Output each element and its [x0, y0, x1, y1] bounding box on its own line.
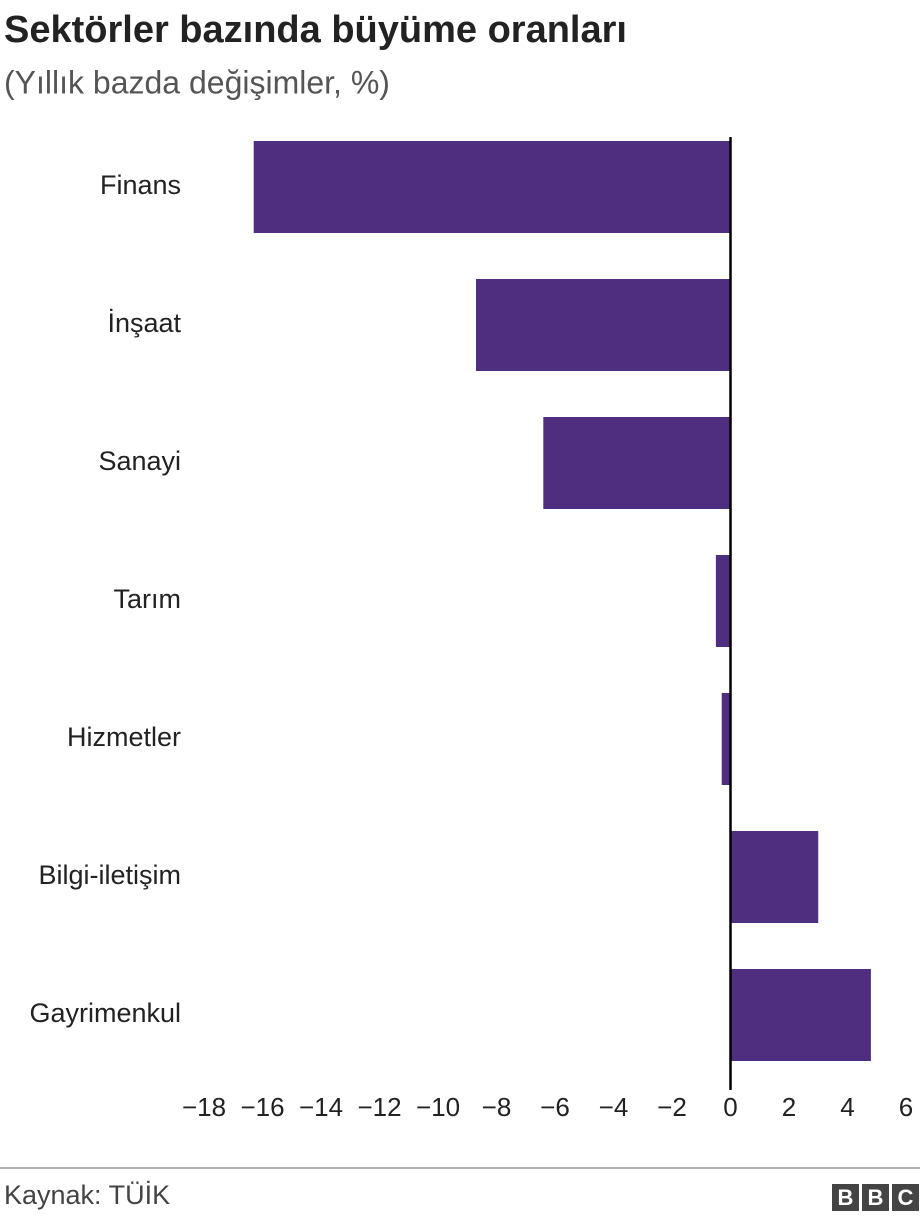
y-tick-label: Tarım: [114, 584, 182, 614]
chart-title: Sektörler bazında büyüme oranları: [4, 9, 627, 51]
y-tick-label: Hizmetler: [67, 722, 181, 752]
y-tick-label: Sanayi: [98, 446, 181, 476]
x-tick-label: 0: [723, 1092, 737, 1122]
x-tick-label: −14: [299, 1092, 343, 1122]
x-tick-label: −2: [657, 1092, 687, 1122]
logo-box: [862, 1184, 889, 1211]
bar: [253, 141, 731, 233]
x-tick-label: 6: [899, 1092, 913, 1122]
bar: [715, 555, 731, 647]
logo-box: [892, 1184, 919, 1211]
bar: [543, 417, 731, 509]
x-tick-label: −4: [599, 1092, 629, 1122]
x-tick-label: −18: [182, 1092, 226, 1122]
x-tick-label: −6: [540, 1092, 570, 1122]
y-tick-label: Finans: [100, 170, 181, 200]
bar: [730, 831, 819, 923]
bar: [476, 279, 731, 371]
logo-box: [832, 1184, 859, 1211]
x-tick-label: −8: [482, 1092, 512, 1122]
x-tick-label: 2: [782, 1092, 796, 1122]
logo-letter: B: [868, 1185, 884, 1210]
logo-letter: C: [898, 1185, 914, 1210]
y-tick-label: İnşaat: [107, 307, 181, 338]
logo-letter: B: [838, 1185, 854, 1210]
bar: [730, 969, 871, 1061]
bar: [721, 693, 731, 785]
x-tick-label: −12: [357, 1092, 401, 1122]
x-tick-label: −10: [416, 1092, 460, 1122]
y-tick-label: Bilgi-iletişim: [38, 860, 181, 890]
source: Kaynak: TÜİK: [4, 1179, 170, 1210]
x-tick-label: −16: [240, 1092, 284, 1122]
x-tick-label: 4: [840, 1092, 854, 1122]
y-tick-label: Gayrimenkul: [29, 998, 181, 1028]
chart-subtitle: (Yıllık bazda değişimler, %): [4, 64, 390, 100]
